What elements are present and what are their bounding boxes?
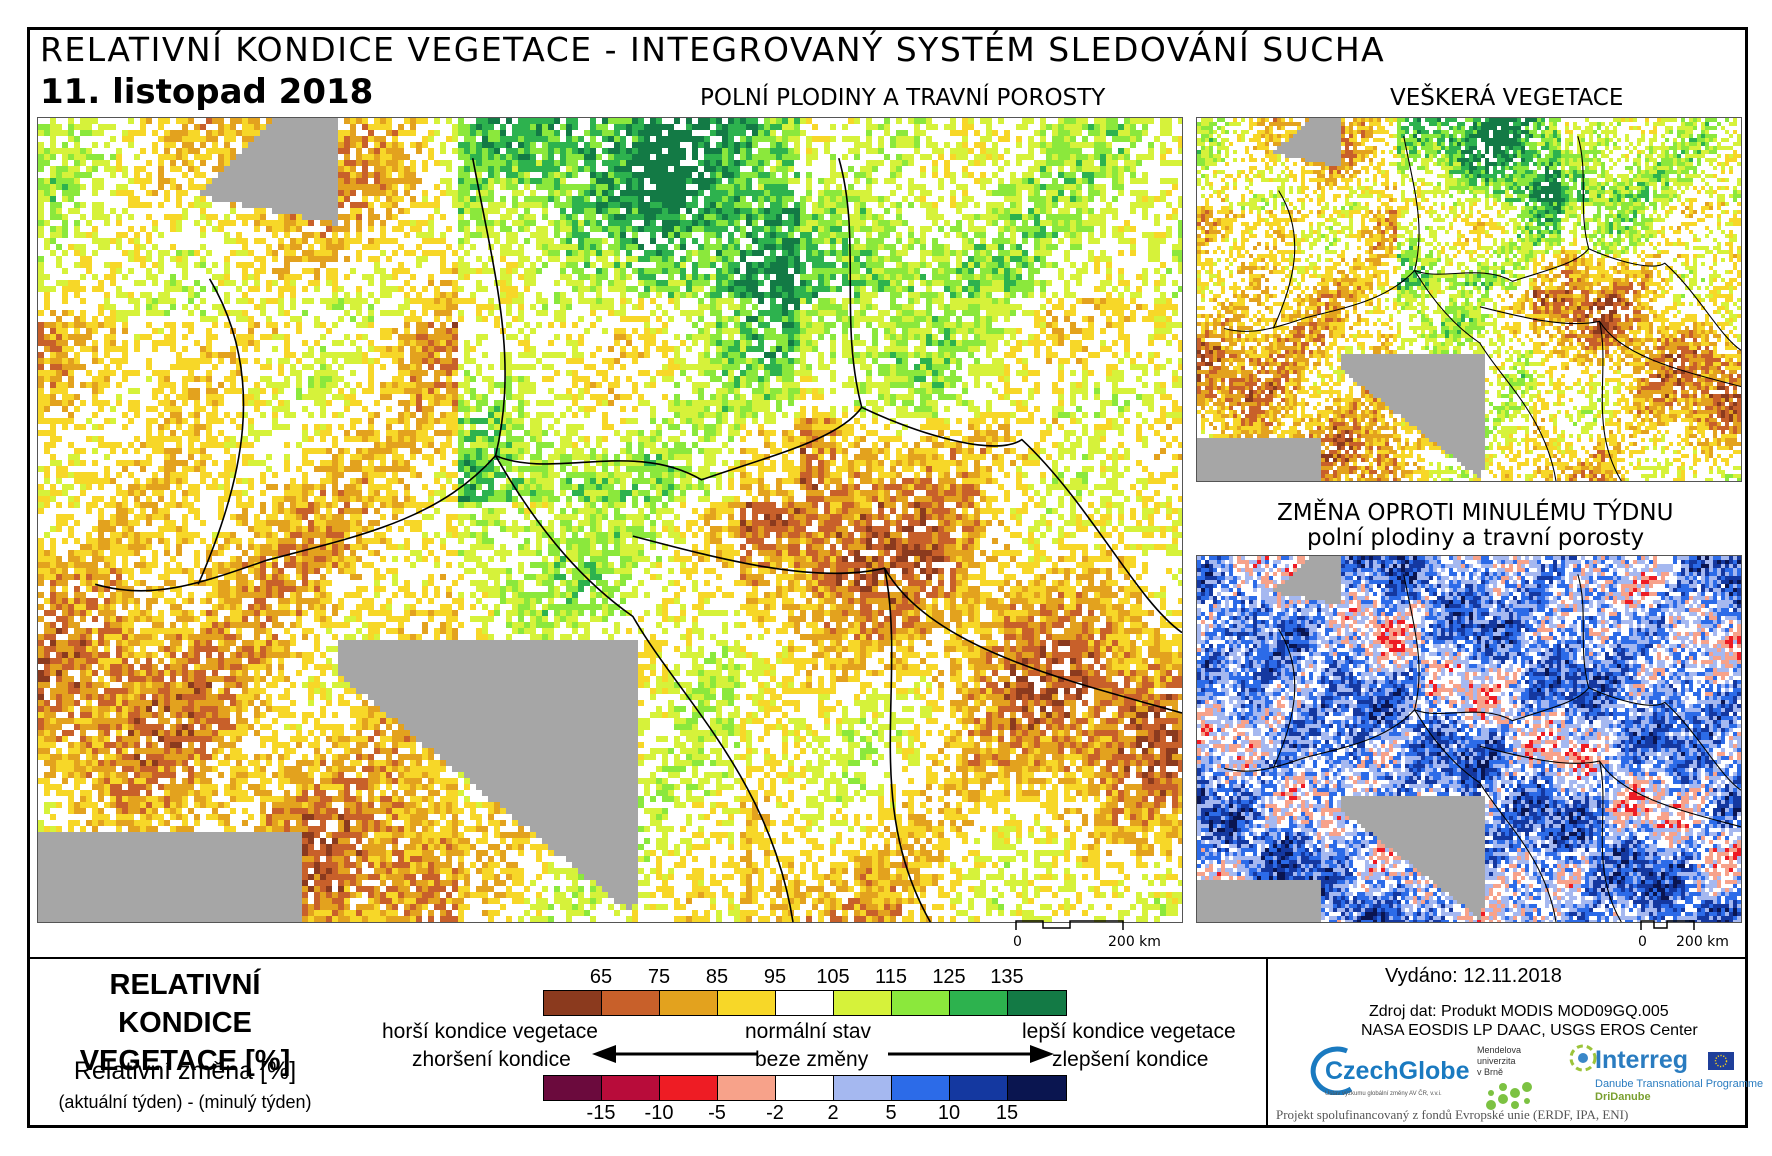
improvement-label: zlepšení kondice (1052, 1048, 1208, 1072)
main-map-title: POLNÍ PLODINY A TRAVNÍ POROSTY (700, 85, 1105, 111)
condition-swatch (1008, 991, 1066, 1015)
inset-scalebar-distance: 200 km (1676, 934, 1729, 950)
interreg-swirl-icon (1569, 1044, 1597, 1072)
condition-swatch (776, 991, 834, 1015)
change-tick-label: -10 (645, 1102, 674, 1125)
condition-tick-label: 135 (990, 966, 1023, 989)
country-borders (94, 157, 1182, 922)
no-change-label: beze změny (755, 1048, 868, 1072)
legend-title-line1: RELATIVNÍ KONDICE (40, 966, 330, 1042)
worsening-label: zhoršení kondice (412, 1048, 571, 1072)
condition-tick-label: 85 (706, 966, 728, 989)
change-tick-label: 15 (996, 1102, 1018, 1125)
change-swatch (718, 1076, 776, 1100)
map-date: 11. listopad 2018 (40, 72, 373, 112)
czechglobe-subtitle: Ústav výzkumu globální změny AV ČR, v.v.… (1325, 1091, 1442, 1097)
funding-note: Projekt spolufinancovaný z fondů Evropsk… (1276, 1107, 1628, 1123)
condition-swatch (718, 991, 776, 1015)
mendel-university-logo: Mendelova univerzita v Brně (1475, 1045, 1555, 1110)
legend-title-line2: VEGETACE [%] (40, 1042, 330, 1080)
legend-title: RELATIVNÍ KONDICE VEGETACE [%] (40, 966, 330, 1080)
map-raster (1197, 556, 1741, 922)
change-tick-label: -5 (708, 1102, 726, 1125)
change-swatch (950, 1076, 1008, 1100)
change-color-ramp (543, 1075, 1067, 1101)
condition-swatch (834, 991, 892, 1015)
change-tick-label: 5 (885, 1102, 896, 1125)
info-divider (1266, 957, 1268, 1128)
change-tick-label: 10 (938, 1102, 960, 1125)
change-swatch (1008, 1076, 1066, 1100)
condition-tick-label: 95 (764, 966, 786, 989)
interreg-wordmark: Interreg (1595, 1046, 1688, 1075)
czechglobe-wordmark: CzechGlobe (1325, 1057, 1469, 1086)
change-swatch (660, 1076, 718, 1100)
legend-divider (27, 957, 1748, 959)
mendel-line3: v Brně (1477, 1067, 1521, 1078)
change-swatch (892, 1076, 950, 1100)
interreg-logo: Interreg Danube Transnational Programme … (1565, 1040, 1763, 1105)
scalebar-zero: 0 (1013, 934, 1022, 950)
change-swatch (602, 1076, 660, 1100)
condition-swatch (544, 991, 602, 1015)
change-swatch (834, 1076, 892, 1100)
mendel-line2: univerzita (1477, 1056, 1521, 1067)
scalebar-distance: 200 km (1108, 934, 1161, 950)
left-arrow-icon (592, 1045, 758, 1063)
worse-condition-label: horší kondice vegetace (382, 1020, 598, 1044)
data-source-line2: NASA EOSDIS LP DAAC, USGS EROS Center (1361, 1022, 1698, 1040)
page-title: RELATIVNÍ KONDICE VEGETACE - INTEGROVANÝ… (40, 30, 1385, 69)
data-source-line1: Zdroj dat: Produkt MODIS MOD09GQ.005 (1369, 1003, 1669, 1021)
mendel-dots-icon (1486, 1082, 1532, 1110)
change-tick-label: -15 (587, 1102, 616, 1125)
map-raster (1197, 118, 1741, 481)
condition-tick-label: 75 (648, 966, 670, 989)
condition-tick-label: 115 (875, 966, 907, 989)
condition-tick-label: 125 (932, 966, 965, 989)
legend-subnote: (aktuální týden) - (minulý týden) (40, 1092, 330, 1113)
right-arrow-icon (888, 1045, 1054, 1063)
condition-swatch (602, 991, 660, 1015)
main-vegetation-map (37, 117, 1183, 923)
eu-flag-icon (1708, 1052, 1734, 1070)
country-borders (1224, 136, 1741, 481)
raster-cells (38, 118, 1182, 922)
better-condition-label: lepší kondice vegetace (1022, 1020, 1236, 1044)
change-tick-label: 2 (827, 1102, 838, 1125)
inset-scalebar-graphic (1640, 920, 1695, 930)
condition-swatch (950, 991, 1008, 1015)
czechglobe-globe-icon (1310, 1046, 1353, 1095)
map-raster (38, 118, 1182, 922)
change-map-title: ZMĚNA OPROTI MINULÉMU TÝDNU (1277, 500, 1673, 526)
weekly-change-map (1196, 555, 1742, 923)
condition-tick-label: 105 (816, 966, 849, 989)
interreg-subtitle: Danube Transnational Programme (1595, 1078, 1763, 1090)
inset-scalebar-zero: 0 (1638, 934, 1647, 950)
all-vegetation-map (1196, 117, 1742, 482)
normal-state-label: normální stav (745, 1020, 871, 1044)
issued-date: Vydáno: 12.11.2018 (1385, 965, 1562, 988)
condition-color-ramp (543, 990, 1067, 1016)
legend-subtitle: Relativní změna [%] (40, 1057, 330, 1086)
change-map-subtitle: polní plodiny a travní porosty (1307, 525, 1644, 551)
country-borders (1224, 574, 1741, 922)
mendel-line1: Mendelova (1477, 1045, 1521, 1056)
change-swatch (776, 1076, 834, 1100)
interreg-project-name: DriDanube (1595, 1091, 1651, 1103)
condition-swatch (892, 991, 950, 1015)
change-swatch (544, 1076, 602, 1100)
condition-swatch (660, 991, 718, 1015)
scalebar-graphic (1015, 920, 1124, 930)
change-tick-label: -2 (766, 1102, 784, 1125)
all-vegetation-title: VEŠKERÁ VEGETACE (1390, 85, 1623, 111)
raster-cells (1197, 556, 1741, 922)
czechglobe-logo: CzechGlobe Ústav výzkumu globální změny … (1305, 1045, 1469, 1105)
condition-tick-label: 65 (590, 966, 612, 989)
raster-cells (1197, 118, 1741, 481)
